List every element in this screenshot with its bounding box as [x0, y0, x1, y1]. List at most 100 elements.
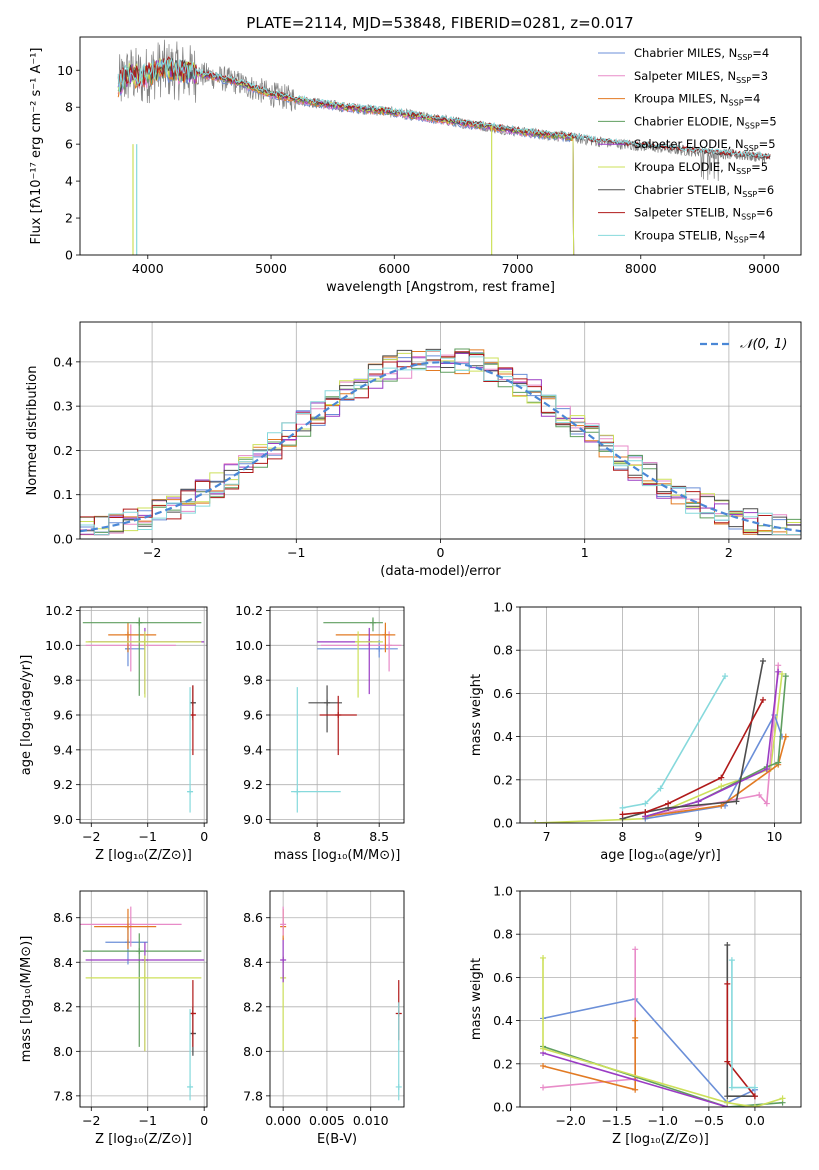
x-tick-label: 0	[437, 545, 445, 560]
histogram-kroupa-stelib	[80, 350, 801, 536]
axes-spectrum: 4000 5000 6000 7000 8000 90000246810wavelengt…	[29, 36, 802, 295]
legend-entry-subscript: SSP	[741, 213, 756, 222]
weight-series	[645, 665, 779, 818]
y-tick-label: 0.8	[493, 643, 513, 658]
legend-entry: Chabrier MILES, NSSP=4	[634, 46, 769, 62]
axes-frame	[79, 890, 208, 1108]
weight-point	[779, 1095, 786, 1102]
data-point	[376, 645, 383, 652]
y-tick-label: 1.0	[493, 884, 513, 899]
legend-entry-text: Kroupa ELODIE, N	[634, 160, 736, 174]
y-tick-label: 0.8	[493, 927, 513, 942]
y-tick-label: 10.0	[45, 638, 73, 653]
y-axis-label: mass weight	[469, 958, 484, 1040]
legend-entry-eq: =	[751, 160, 761, 174]
weight-point	[724, 942, 731, 948]
legend-entry: Chabrier ELODIE, NSSP=5	[634, 114, 777, 130]
weight-point	[724, 1099, 731, 1106]
data-point	[335, 712, 342, 718]
legend-entry-eq: =	[752, 46, 762, 60]
weight-point	[733, 798, 740, 805]
x-axis-label: Z [log₁₀(Z/Z⊙)]	[95, 1132, 192, 1147]
weight-series	[542, 1020, 636, 1091]
weight-point	[718, 774, 725, 781]
legend-entry-n: 6	[766, 206, 773, 220]
y-tick-label: 1.0	[493, 600, 513, 615]
y-axis-label: mass weight	[469, 674, 484, 756]
legend-entry: Kroupa ELODIE, NSSP=5	[634, 160, 768, 176]
data-point	[355, 638, 362, 645]
legend-entry-n: 4	[758, 228, 765, 242]
x-tick-label: 0.0	[745, 1113, 765, 1128]
y-tick-label: 9.6	[243, 708, 263, 723]
data-point	[136, 948, 143, 955]
data-point	[189, 1010, 196, 1017]
y-tick-label: 9.6	[53, 708, 73, 723]
data-point	[124, 631, 131, 638]
legend-entry: Salpeter ELODIE, NSSP=5	[634, 137, 776, 153]
weight-point	[756, 791, 763, 798]
x-tick-label: 7000	[502, 261, 534, 276]
y-tick-label: 0.0	[493, 1100, 513, 1115]
weight-point	[540, 1045, 547, 1052]
weight-point	[632, 946, 639, 953]
y-tick-label: 8.6	[243, 910, 263, 925]
y-tick-label: 9.0	[53, 812, 73, 827]
y-tick-label: 9.4	[243, 742, 263, 757]
axes-weight_vs_Z: −2.0 −1.5 −1.0 −0.5 0.0 0.0 0.2 0.4 0.6 0.8 1.0 Z […	[469, 884, 802, 1147]
weight-point	[532, 820, 539, 823]
y-tick-label: 7.8	[243, 1088, 263, 1103]
weight-point	[540, 954, 547, 961]
x-tick-label: 8.5	[369, 829, 389, 844]
y-axis-label: Flux [fλ10⁻¹⁷ erg cm⁻² s⁻¹ A⁻¹]	[29, 48, 44, 245]
axes-frame	[79, 606, 208, 824]
x-tick-label: −2	[143, 545, 161, 560]
plot-area-weight_vs_Z	[540, 942, 786, 1107]
legend-entry-n: 5	[769, 114, 776, 128]
data-point	[280, 957, 287, 964]
weight-point	[718, 802, 725, 809]
weight-point	[695, 798, 702, 805]
data-point	[386, 642, 393, 649]
weight-point	[763, 800, 770, 807]
y-tick-label: 8.2	[53, 999, 73, 1014]
plot-area-age_vs_Z	[82, 617, 205, 813]
legend-entry-subscript: SSP	[744, 144, 759, 153]
y-tick-label: 0.6	[493, 686, 513, 701]
y-tick-label: 0.4	[53, 354, 73, 369]
x-tick-label: 0.005	[309, 1113, 345, 1128]
axes-frame	[519, 890, 802, 1108]
x-axis-label: mass [log₁₀(M/M⊙)]	[274, 848, 401, 863]
x-axis-label: wavelength [Angstrom, rest frame]	[326, 280, 555, 295]
legend-entry-n: 4	[753, 92, 760, 106]
model-spectrum-salpeter-stelib	[117, 56, 771, 160]
plot-area-weight_vs_age	[532, 658, 789, 823]
weight-point	[751, 1093, 758, 1100]
axes-frame	[269, 890, 405, 1108]
data-point	[280, 921, 287, 928]
x-tick-label: 9000	[748, 261, 780, 276]
axes-weight_vs_age: 7 8 9 10 0.0 0.2 0.4 0.6 0.8 1.0 age [log₁₀(age/yr…	[469, 600, 802, 863]
x-tick-label: 2	[725, 545, 733, 560]
data-point	[187, 788, 194, 795]
y-tick-label: 8.6	[53, 910, 73, 925]
weight-point	[619, 811, 626, 818]
x-tick-label: 10	[766, 829, 782, 844]
y-tick-label: 9.2	[53, 777, 73, 792]
data-point	[294, 788, 301, 795]
legend-entry-text: Salpeter ELODIE, N	[634, 137, 744, 151]
data-point	[369, 619, 376, 626]
legend-entry: Chabrier STELIB, NSSP=6	[634, 183, 774, 199]
x-tick-label: −2.0	[555, 1113, 585, 1128]
data-point	[189, 712, 196, 718]
legend-entry-text: Chabrier ELODIE, N	[634, 114, 745, 128]
legend-entry-n: 3	[761, 69, 768, 83]
plot-area-spectrum	[117, 39, 771, 255]
axes-frame	[519, 606, 802, 824]
legend-entry: Kroupa STELIB, NSSP=4	[634, 228, 766, 244]
plot-area-mass_vs_EBV	[280, 906, 402, 1101]
y-tick-label: 0.3	[53, 399, 73, 414]
axes-age_vs_Z: −2 −1 0 9.0 9.2 9.4 9.6 9.8 10.0 10.2 Z [log₁₀(Z/Z…	[19, 603, 208, 863]
x-axis-label: age [log₁₀(age/yr)]	[600, 848, 721, 863]
y-tick-label: 2	[65, 211, 73, 226]
